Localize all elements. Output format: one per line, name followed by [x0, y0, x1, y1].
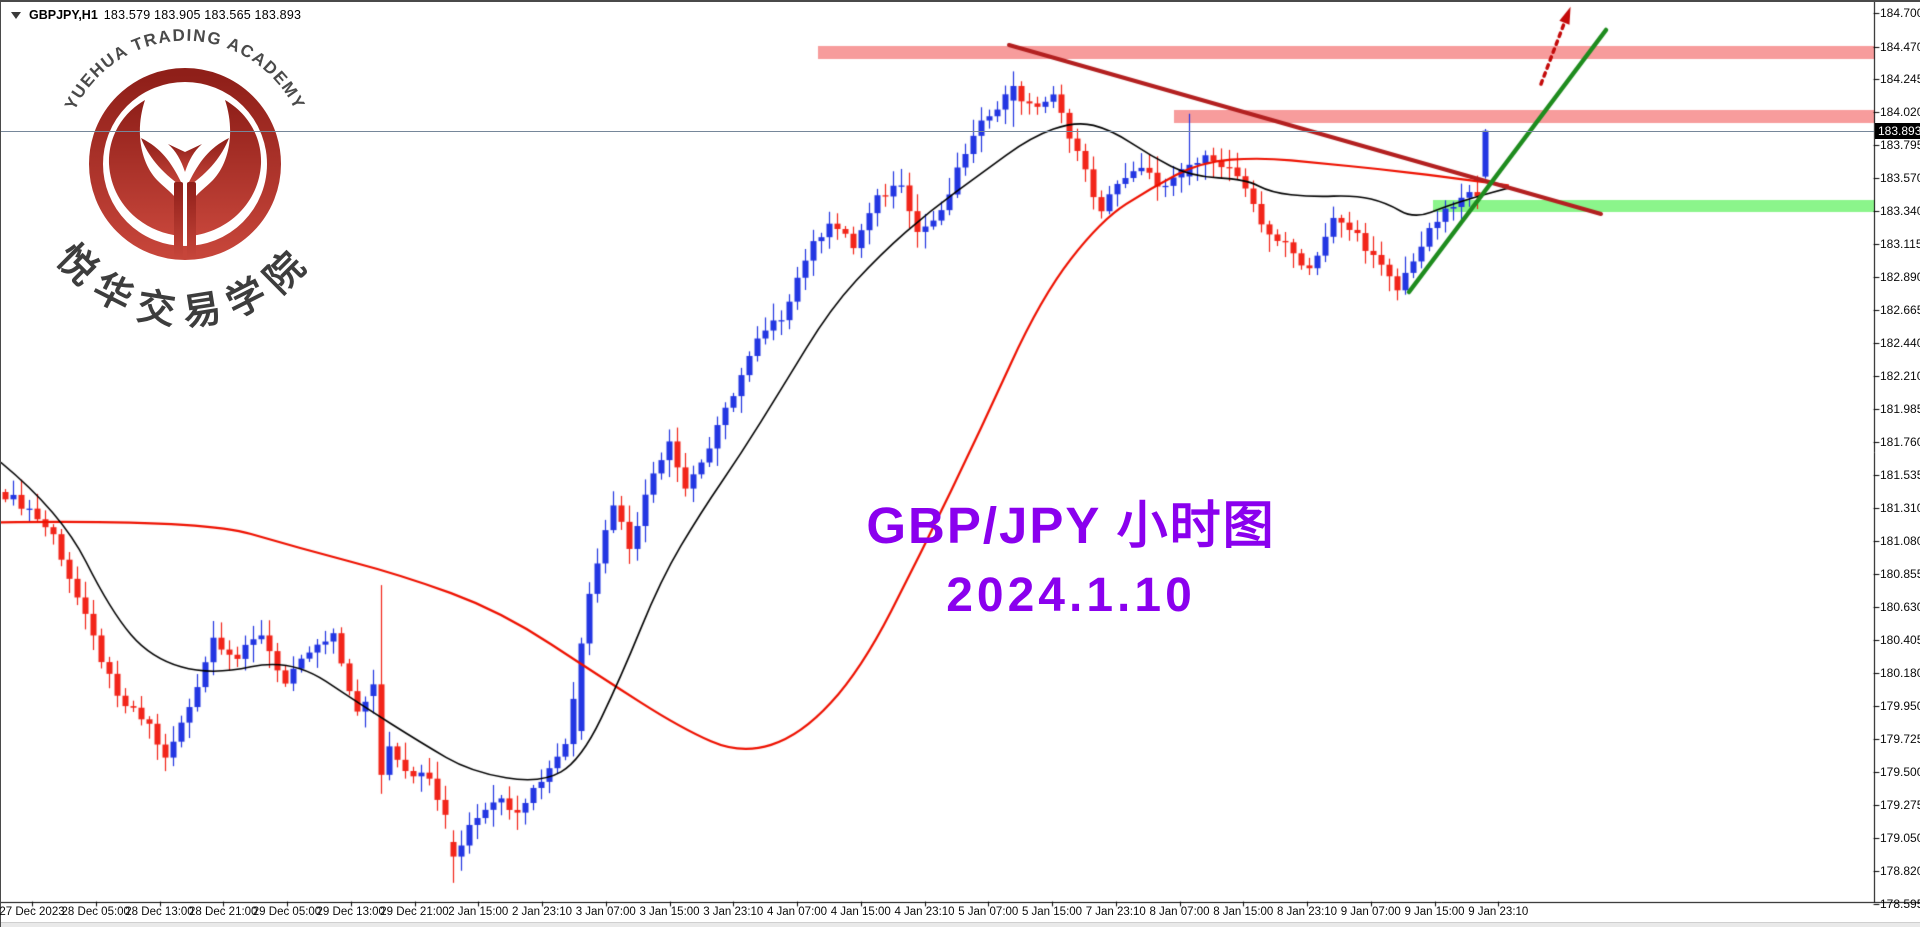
- price-axis-label: 181.985: [1880, 402, 1920, 417]
- current-price-line: [1, 131, 1874, 132]
- price-axis-label: 181.080: [1880, 534, 1920, 549]
- logo-ring: [89, 68, 281, 260]
- time-axis-label: 28 Dec 05:00: [61, 906, 130, 918]
- price-axis-label: 178.595: [1880, 897, 1920, 911]
- time-axis-label: 2 Jan 23:10: [511, 906, 573, 918]
- time-axis-label: 28 Dec 21:00: [189, 906, 258, 918]
- price-axis-label: 179.950: [1880, 699, 1920, 714]
- price-axis-label: 181.310: [1880, 500, 1920, 515]
- price-axis-label: 178.820: [1880, 864, 1920, 879]
- time-axis-label: 9 Jan 07:00: [1340, 906, 1401, 918]
- price-axis-label: 183.795: [1880, 138, 1920, 153]
- time-axis-label: 4 Jan 15:00: [830, 906, 891, 918]
- window-bottom-strip: [1, 922, 1920, 927]
- price-axis-label: 179.275: [1880, 797, 1920, 812]
- price-axis-label: 182.665: [1880, 303, 1920, 317]
- time-axis-label: 8 Jan 07:00: [1149, 906, 1210, 918]
- price-axis-label: 179.050: [1880, 830, 1920, 845]
- price-axis-label: 183.570: [1880, 170, 1920, 185]
- price-axis-label: 182.890: [1880, 270, 1920, 285]
- time-axis-label: 2 Jan 15:00: [448, 906, 509, 918]
- yuehua-logo: YUEHUA TRADING ACADEMY 悦华交易学院: [41, 20, 341, 360]
- time-axis-label: 4 Jan 23:10: [894, 906, 955, 918]
- logo-emblem: [108, 100, 262, 258]
- time-axis-label: 29 Dec 21:00: [380, 906, 449, 918]
- time-axis-label: 4 Jan 07:00: [766, 906, 828, 918]
- price-axis-label: 184.470: [1880, 39, 1920, 54]
- price-axis-label: 183.115: [1880, 237, 1920, 252]
- time-axis-label: 9 Jan 23:10: [1468, 906, 1529, 918]
- time-axis-label: 8 Jan 15:00: [1213, 906, 1274, 918]
- price-axis-label: 181.760: [1880, 435, 1920, 450]
- symbol-label: GBPJPY,H1: [29, 8, 98, 22]
- time-axis-label: 5 Jan 07:00: [958, 906, 1019, 918]
- time-axis-label: 5 Jan 15:00: [1021, 906, 1083, 918]
- time-axis[interactable]: 27 Dec 2023 28 Dec 05:00 28 Dec 13:00 28 De…: [0, 902, 1920, 922]
- price-axis-label: 183.340: [1880, 204, 1920, 219]
- price-axis-label: 179.725: [1880, 732, 1920, 747]
- price-axis-label: 184.020: [1880, 105, 1920, 120]
- time-axis-label: 3 Jan 15:00: [639, 906, 700, 918]
- time-axis-label: 29 Dec 05:00: [252, 906, 322, 918]
- price-axis-label: 179.500: [1880, 764, 1920, 779]
- time-axis-label: 3 Jan 23:10: [703, 906, 764, 918]
- time-axis-label: 9 Jan 15:00: [1404, 906, 1465, 918]
- current-price-tag: 183.893: [1875, 122, 1920, 139]
- time-axis-label: 3 Jan 07:00: [575, 906, 636, 918]
- price-axis-label: 181.535: [1880, 467, 1920, 482]
- ohlc-values: 183.579 183.905 183.565 183.893: [103, 8, 302, 22]
- price-axis-label: 180.405: [1880, 632, 1920, 647]
- time-axis-label: 8 Jan 23:10: [1276, 906, 1338, 918]
- price-axis-label: 184.700: [1880, 6, 1920, 20]
- time-axis-label: 7 Jan 23:10: [1085, 906, 1146, 918]
- chart-title-line1: GBP/JPY 小时图: [866, 497, 1276, 554]
- price-axis-label: 180.180: [1880, 665, 1920, 680]
- time-axis-label: 27 Dec 2023: [0, 906, 65, 918]
- price-axis-label: 182.210: [1880, 369, 1920, 384]
- symbol-header: GBPJPY,H1 183.579 183.905 183.565 183.89…: [11, 8, 301, 22]
- price-axis-label: 184.245: [1880, 72, 1920, 87]
- time-axis-label: 29 Dec 13:00: [316, 906, 385, 918]
- time-axis-label: 28 Dec 13:00: [125, 906, 194, 918]
- chart-collapse-icon[interactable]: [11, 11, 21, 19]
- price-axis-label: 180.630: [1880, 600, 1920, 614]
- price-axis-label: 182.440: [1880, 335, 1920, 350]
- chart-title-line2: 2024.1.10: [946, 569, 1196, 622]
- price-axis-label: 180.855: [1880, 567, 1920, 582]
- price-axis[interactable]: 184.700 184.470 184.245 184.020 183.795 183.5…: [1874, 2, 1920, 911]
